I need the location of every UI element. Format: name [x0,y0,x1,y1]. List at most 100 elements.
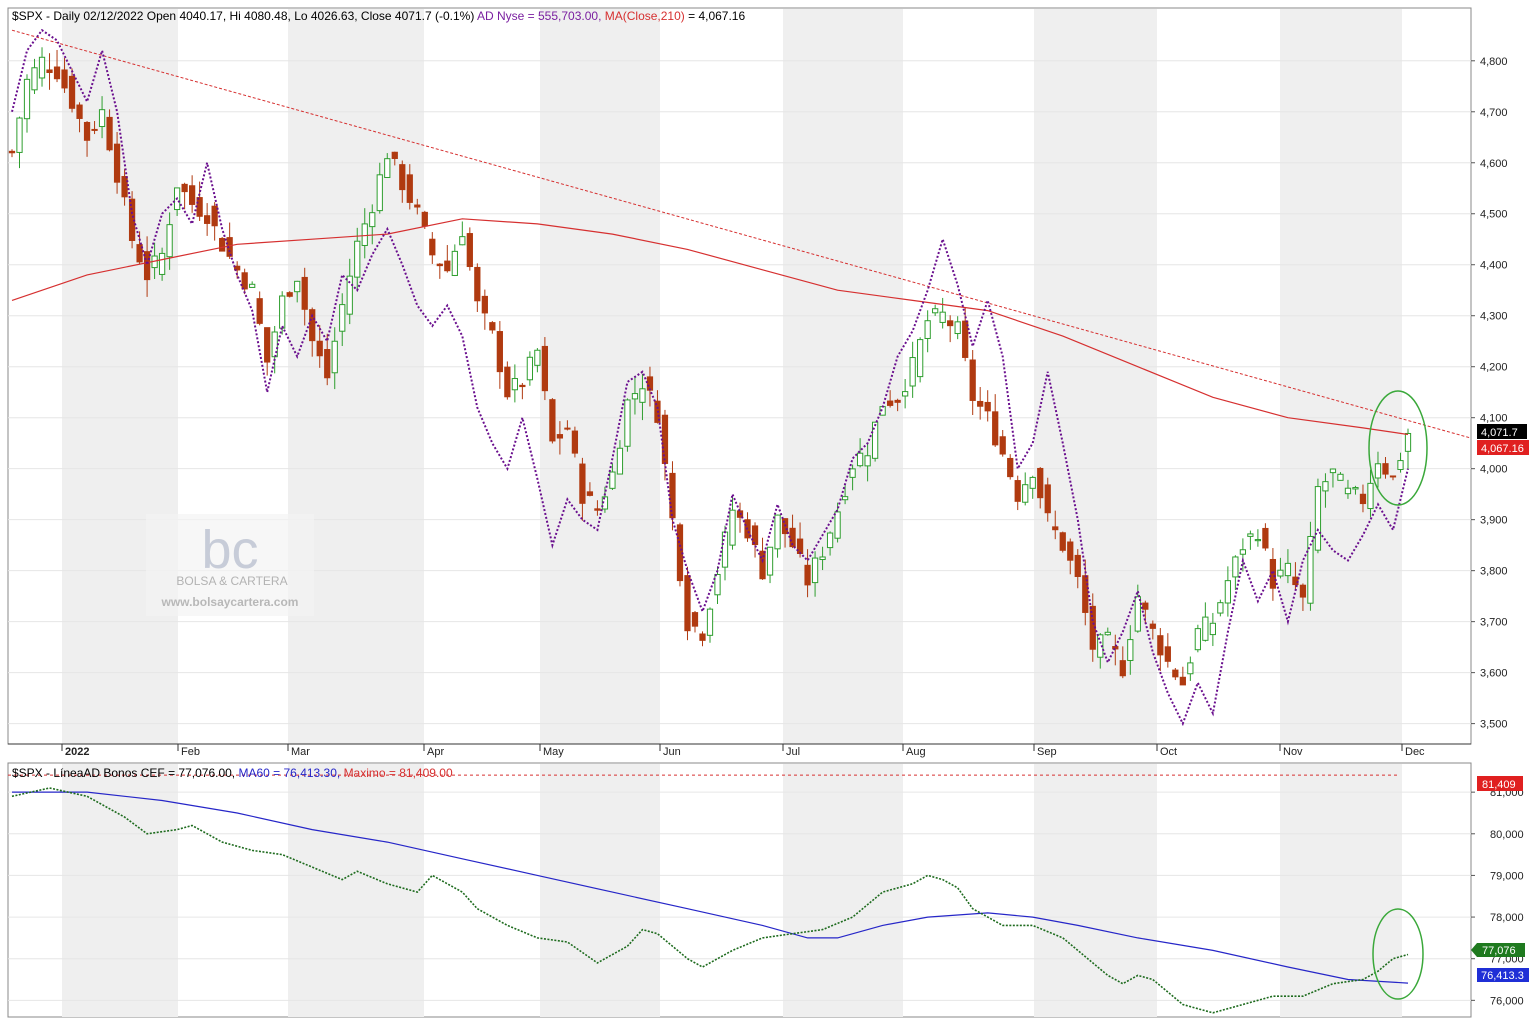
y-tick-label: 4,000 [1480,464,1508,476]
month-label: Jun [663,746,681,758]
candle-body [834,511,841,539]
candle-body [932,308,939,314]
candle-body [316,340,323,357]
candle-body [556,434,564,439]
watermark-name: BOLSA & CARTERA [176,574,287,588]
shade-band-5 [1280,9,1402,744]
candle-body [1299,584,1307,598]
ma210-line [11,218,1409,436]
candle-body [804,564,811,586]
candle-body [1239,549,1247,555]
candle-body [631,393,639,400]
candles [8,47,1412,686]
y-tick-label: 76,000 [1490,995,1524,1007]
candle-body [204,215,211,224]
candle-body [1074,554,1081,577]
ma210-tag: 4,067.16 [1477,440,1529,455]
y-tick-label: 3,600 [1480,668,1508,680]
candle-body [31,67,38,91]
header-text: $SPX - Daily 02/12/2022 Open 4040.17, Hi… [12,9,745,23]
month-label: Feb [181,746,200,758]
candle-body [1052,526,1059,531]
candle-body [1374,463,1382,479]
header-ma-value: = 4,067.16 [685,9,746,23]
price-panel: bc BOLSA & CARTERA www.bolsaycartera.com… [7,7,1529,745]
cef-tag: 77,076 [1471,943,1525,957]
candle-body [234,265,241,271]
ma60-line [12,791,1409,984]
candle-body [1224,580,1231,604]
candle-body [1044,484,1051,514]
candle-body [856,452,864,467]
header-prefix: $SPX - Daily 02/12/2022 Open 4040.17, Hi… [12,9,477,23]
breadth-grid [8,791,1471,1001]
candle-body [429,238,436,256]
candle-body [796,538,804,554]
candle-body [1157,635,1164,656]
candle-body [196,197,203,217]
candle-body [181,183,188,193]
highlight-circle-breadth [1372,908,1424,1000]
candle-body [511,378,518,391]
candle-body [1247,533,1254,537]
y-tick-label: 4,100 [1480,413,1508,425]
candle-body [324,349,331,379]
candle-body [1397,460,1404,470]
candle-body [1127,639,1134,661]
candle-body [541,345,549,392]
month-label: Jul [786,746,800,758]
y-tick-label: 4,200 [1480,362,1508,374]
candle-body [1359,493,1367,505]
candle-body [1217,602,1224,614]
price-tag: 4,071.7 [1477,424,1527,439]
candle-body [1119,660,1126,677]
candle-body [286,292,293,297]
candle-body [534,349,541,366]
candle-body [774,514,781,550]
candle-body [1059,532,1066,551]
candle-body [23,78,31,120]
candle-body [1322,481,1329,492]
candle-body [751,525,759,546]
candle-body [1254,539,1262,542]
candle-body [954,321,961,335]
candle-body [38,56,46,79]
candle-body [1262,527,1269,549]
price-tag-box [1477,424,1527,439]
watermark-logo: bc [201,520,258,580]
candle-body [76,104,83,119]
candle-body [714,573,721,596]
candle-body [158,252,166,275]
candle-body [1269,558,1277,589]
cef-tag-text: 77,076 [1482,945,1516,957]
candle-body [1382,463,1389,475]
month-label: Nov [1283,746,1303,758]
cef-tag-box [1471,943,1525,957]
candle-body [331,340,338,374]
candle-body [1134,596,1141,632]
candle-body [481,295,488,314]
y-tick-label: 80,000 [1490,829,1524,841]
breadth-header-text: $SPX - LíneaAD Bonos CEF = 77,076.00, MA… [12,766,453,780]
candle-body [1367,482,1374,510]
candle-body [1352,487,1359,490]
candle-body [279,295,286,329]
candle-body [947,320,954,327]
candle-body [1187,662,1194,675]
month-axis: 2022 Feb Mar Apr May Jun Jul Aug Sep Oct Nov Dec [8,743,1471,758]
candle-body [136,244,143,263]
month-label: Oct [1160,746,1177,758]
candle-body [729,509,736,546]
candle-body [421,211,428,227]
y-tick-label: 4,800 [1480,56,1508,68]
candle-body [241,272,248,290]
ma210-tag-text: 4,067.16 [1481,443,1524,455]
candle-body [1014,480,1021,502]
candle-body [68,75,76,109]
y-tick-label: 3,500 [1480,719,1508,731]
price-header: $SPX - Daily 02/12/2022 Open 4040.17, Hi… [12,9,745,23]
candle-body [414,204,421,208]
candle-body [594,508,601,511]
candle-body [256,298,263,324]
